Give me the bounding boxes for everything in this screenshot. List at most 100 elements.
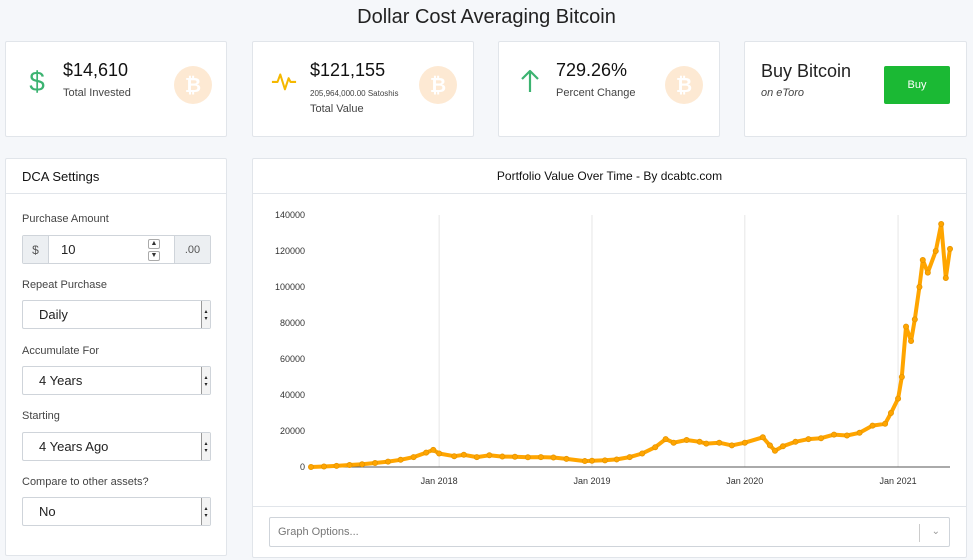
amount-spinner[interactable]: ▲ ▼ — [148, 239, 160, 261]
buy-bitcoin-subtitle: on eToro — [761, 87, 805, 99]
data-point — [626, 454, 633, 461]
data-point — [601, 457, 608, 464]
data-point — [423, 449, 430, 456]
percent-change-label: Percent Change — [556, 87, 636, 99]
data-point — [869, 422, 876, 429]
data-point — [430, 446, 437, 453]
data-point — [359, 461, 366, 468]
portfolio-chart: 0 20000 40000 60000 80000 100000 120000 140000 J… — [275, 210, 954, 486]
compare-assets-label: Compare to other assets? — [22, 476, 149, 488]
buy-button[interactable]: Buy — [884, 66, 950, 104]
chart-title: Portfolio Value Over Time - By dcabtc.co… — [253, 159, 966, 194]
dollar-icon: $ — [24, 66, 50, 96]
percent-change-card: 729.26% Percent Change ₿ — [498, 41, 720, 137]
total-value-card: $121,155 205,964,000.00 Satoshis Total V… — [252, 41, 474, 137]
data-point — [537, 454, 544, 461]
y-tick-label: 40000 — [280, 390, 305, 400]
repeat-purchase-select[interactable]: Daily ▴ ▾ — [22, 300, 211, 329]
compare-assets-select[interactable]: No ▴ ▾ — [22, 497, 211, 526]
y-tick-label: 80000 — [280, 318, 305, 328]
select-arrow-icon: ▴ ▾ — [201, 433, 210, 460]
data-point — [831, 431, 838, 438]
data-point — [696, 438, 703, 445]
select-separator — [919, 524, 920, 542]
data-point — [903, 323, 910, 330]
cents-suffix: .00 — [174, 236, 210, 263]
starting-label: Starting — [22, 410, 60, 422]
percent-change-value: 729.26% — [556, 60, 628, 80]
data-point — [818, 435, 825, 442]
x-tick-label: Jan 2021 — [880, 476, 917, 486]
graph-options-select[interactable]: Graph Options... ⌄ — [269, 517, 950, 547]
x-tick-label: Jan 2019 — [573, 476, 610, 486]
decrement-icon[interactable]: ▼ — [148, 251, 160, 261]
currency-prefix: $ — [23, 236, 49, 263]
data-point — [716, 439, 723, 446]
data-point — [460, 451, 467, 458]
data-point — [613, 456, 620, 463]
chart-panel: Portfolio Value Over Time - By dcabtc.co… — [252, 158, 967, 558]
purchase-amount-value: 10 — [61, 242, 76, 257]
data-point — [372, 460, 379, 467]
data-point — [550, 454, 557, 461]
increment-icon[interactable]: ▲ — [148, 239, 160, 249]
bitcoin-icon: ₿ — [174, 66, 212, 104]
data-point — [652, 444, 659, 451]
data-point — [670, 439, 677, 446]
pulse-icon — [271, 66, 297, 96]
select-arrow-icon: ▴ ▾ — [201, 367, 210, 394]
data-point — [919, 257, 926, 264]
data-point — [662, 436, 669, 443]
data-point — [766, 442, 773, 449]
data-point — [588, 457, 595, 464]
data-point — [385, 458, 392, 465]
data-point — [683, 436, 690, 443]
svg-text:$: $ — [29, 66, 45, 96]
svg-text:₿: ₿ — [185, 75, 201, 96]
total-value-label: Total Value — [310, 103, 364, 115]
data-point — [887, 409, 894, 416]
data-point — [805, 436, 812, 443]
data-point — [916, 284, 923, 291]
purchase-amount-label: Purchase Amount — [22, 213, 109, 225]
y-tick-label: 140000 — [275, 210, 305, 220]
select-arrow-icon: ▴ ▾ — [201, 498, 210, 525]
bitcoin-icon: ₿ — [665, 66, 703, 104]
series-line — [309, 222, 952, 469]
data-point — [451, 453, 458, 460]
x-tick-label: Jan 2018 — [421, 476, 458, 486]
purchase-amount-input[interactable]: 10 ▲ ▼ — [49, 236, 174, 263]
starting-select[interactable]: 4 Years Ago ▴ ▾ — [22, 432, 211, 461]
dca-settings-panel: DCA Settings Purchase Amount $ 10 ▲ ▼ .0… — [5, 158, 227, 556]
data-point — [895, 395, 902, 402]
data-point — [947, 245, 954, 252]
repeat-purchase-value: Daily — [39, 307, 68, 322]
data-point — [759, 434, 766, 441]
data-point — [346, 462, 353, 469]
data-point — [581, 458, 588, 465]
data-point — [932, 248, 939, 255]
svg-text:₿: ₿ — [676, 75, 692, 96]
x-tick-label: Jan 2020 — [726, 476, 763, 486]
total-invested-value: $14,610 — [63, 60, 129, 80]
data-point — [333, 462, 340, 469]
svg-text:₿: ₿ — [430, 75, 446, 96]
data-point — [410, 454, 417, 461]
compare-assets-value: No — [39, 504, 56, 519]
data-point — [741, 439, 748, 446]
accumulate-for-select[interactable]: 4 Years ▴ ▾ — [22, 366, 211, 395]
data-point — [308, 463, 315, 470]
total-invested-card: $ $14,610 Total Invested ₿ — [5, 41, 227, 137]
data-point — [908, 337, 915, 344]
satoshis-value: 205,964,000.00 Satoshis — [310, 89, 399, 98]
data-point — [703, 440, 710, 447]
data-point — [639, 450, 646, 457]
data-point — [728, 442, 735, 449]
accumulate-for-label: Accumulate For — [22, 345, 100, 357]
y-tick-label: 20000 — [280, 426, 305, 436]
total-value-value: $121,155 — [310, 60, 386, 80]
data-point — [792, 438, 799, 445]
data-point — [563, 455, 570, 462]
data-point — [938, 220, 945, 227]
data-point — [397, 456, 404, 463]
